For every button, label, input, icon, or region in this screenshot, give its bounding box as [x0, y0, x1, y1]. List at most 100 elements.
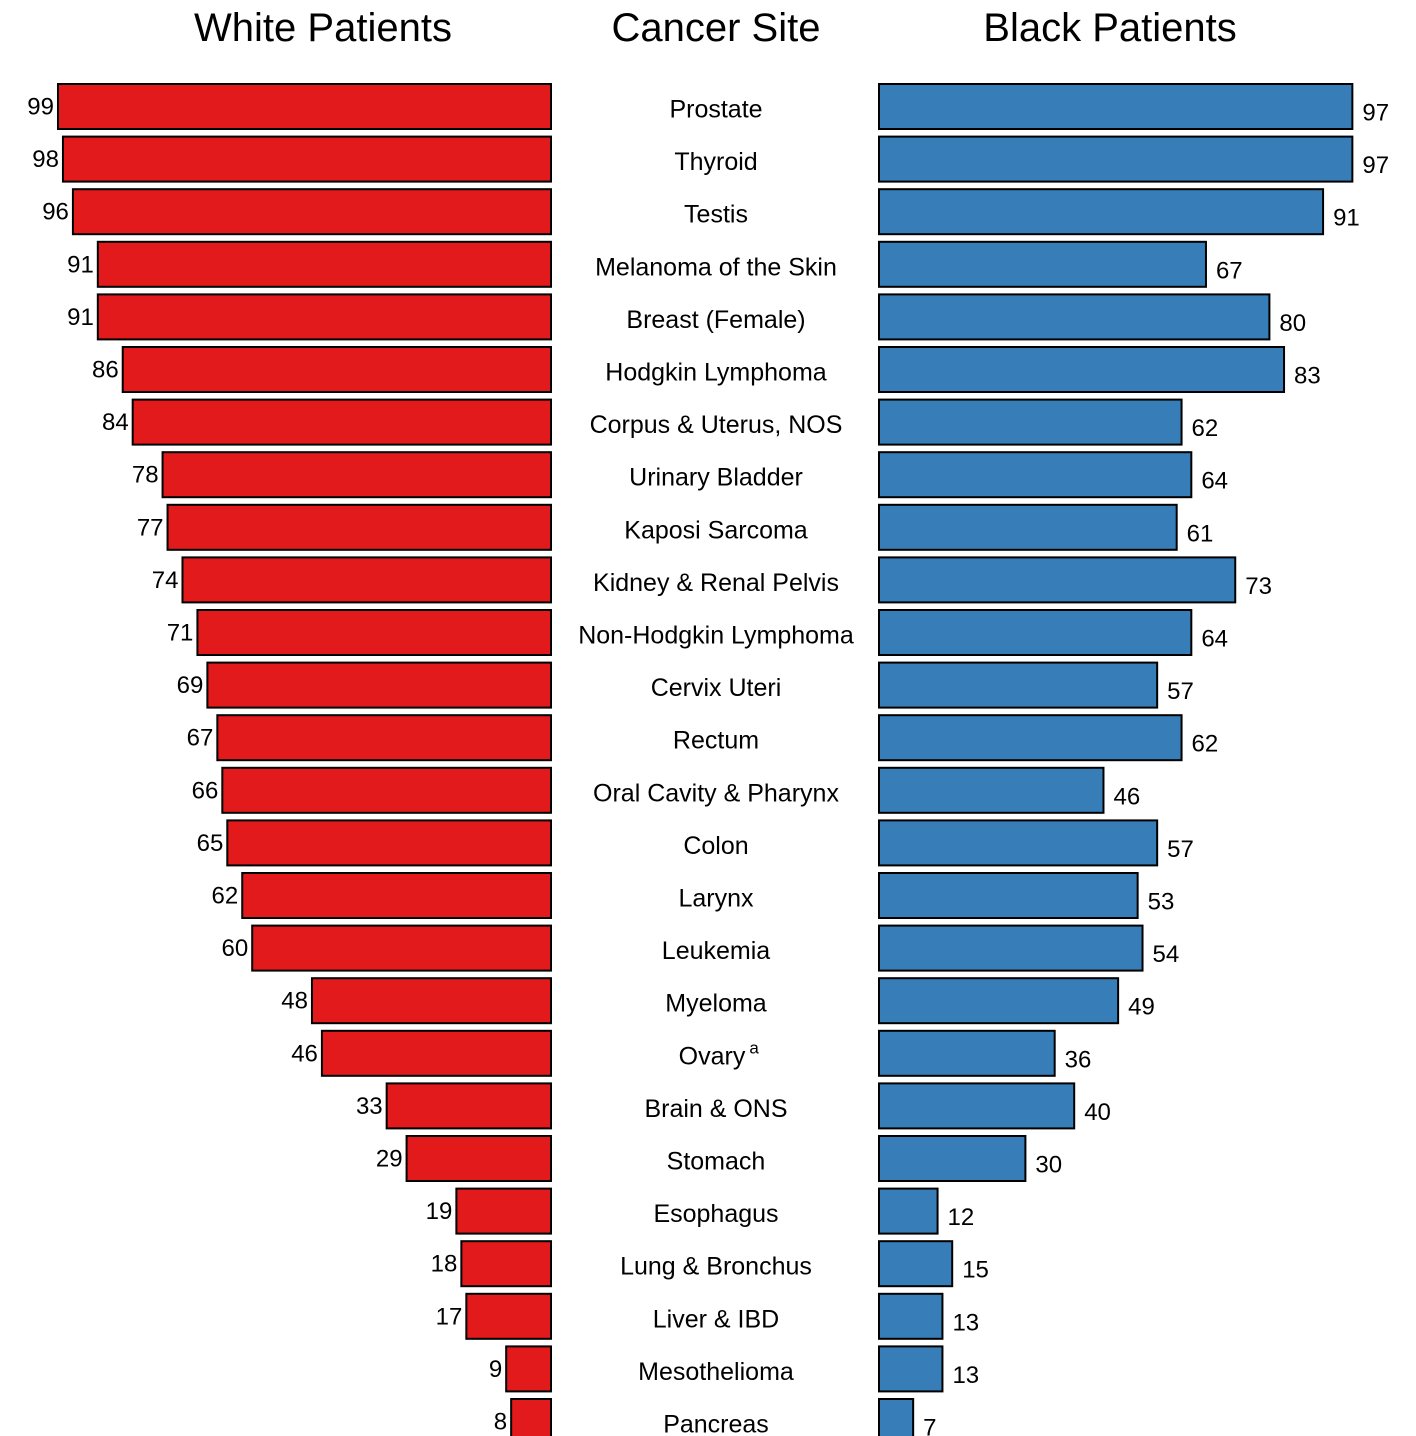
- white-value-label: 48: [281, 988, 308, 1015]
- black-value-label: 57: [1167, 678, 1194, 705]
- black-value-label: 13: [952, 1362, 979, 1389]
- black-bar: [878, 1240, 954, 1288]
- cancer-site-label: Myeloma: [665, 990, 767, 1018]
- black-value-label: 13: [952, 1309, 979, 1336]
- white-value-label: 19: [426, 1198, 453, 1225]
- cancer-site-label: Colon: [683, 832, 748, 860]
- white-value-label: 84: [102, 409, 129, 436]
- black-value-label: 91: [1333, 205, 1360, 232]
- white-bar: [121, 346, 552, 393]
- black-value-label: 64: [1201, 626, 1228, 653]
- white-bar: [181, 556, 552, 604]
- black-value-label: 7: [923, 1415, 936, 1436]
- black-value-label: 67: [1216, 257, 1243, 284]
- black-bar: [878, 924, 1144, 972]
- cancer-site-label: Non-Hodgkin Lymphoma: [578, 622, 854, 650]
- cancer-site-label: Oral Cavity & Pharynx: [593, 779, 839, 807]
- black-value-label: 61: [1187, 520, 1214, 547]
- black-value-label: 57: [1167, 836, 1194, 863]
- black-bar: [878, 556, 1237, 604]
- cancer-site-label: Mesothelioma: [638, 1358, 794, 1386]
- cancer-site-label: Pancreas: [663, 1411, 769, 1436]
- white-bar: [216, 714, 552, 762]
- cancer-site-label: Testis: [684, 201, 748, 229]
- black-bar: [878, 661, 1159, 709]
- black-bar: [878, 398, 1183, 446]
- black-bar: [878, 188, 1325, 236]
- cancer-site-label: Lung & Bronchus: [620, 1253, 812, 1281]
- white-bar: [320, 1029, 553, 1077]
- white-bar: [251, 924, 552, 972]
- cancer-site-label: Breast (Female): [626, 306, 805, 334]
- white-bar: [221, 766, 552, 814]
- white-bar: [460, 1240, 552, 1288]
- black-value-label: 46: [1113, 783, 1140, 810]
- black-bar: [878, 1135, 1027, 1182]
- black-value-label: 62: [1192, 731, 1219, 758]
- cancer-site-label: Thyroid: [674, 148, 757, 176]
- black-bar: [878, 83, 1354, 130]
- black-bar: [878, 977, 1120, 1025]
- white-value-label: 17: [436, 1303, 463, 1330]
- white-value-label: 91: [67, 251, 94, 278]
- cancer-site-footnote-mark: a: [749, 1038, 759, 1057]
- black-bar: [878, 240, 1207, 288]
- black-value-label: 64: [1201, 468, 1228, 495]
- cancer-site-label: Corpus & Uterus, NOS: [590, 411, 843, 439]
- white-bar: [71, 188, 552, 236]
- black-value-label: 80: [1279, 310, 1306, 337]
- black-value-label: 62: [1192, 415, 1219, 442]
- cancer-site-header: Cancer Site: [612, 6, 821, 50]
- white-bar: [310, 977, 552, 1025]
- white-bar: [96, 293, 552, 341]
- white-value-label: 60: [221, 935, 248, 962]
- cancer-site-label: Prostate: [669, 96, 762, 124]
- black-bar: [878, 1398, 915, 1436]
- black-value-label: 30: [1035, 1152, 1062, 1179]
- white-value-label: 62: [212, 883, 239, 910]
- white-value-label: 46: [291, 1040, 318, 1067]
- black-bar: [878, 451, 1193, 499]
- black-bar: [878, 819, 1159, 867]
- white-bar: [510, 1398, 553, 1436]
- white-bar: [96, 240, 552, 288]
- white-value-label: 77: [137, 514, 164, 541]
- white-value-label: 98: [32, 146, 59, 173]
- white-value-label: 69: [177, 672, 204, 699]
- black-value-label: 97: [1362, 152, 1389, 179]
- white-bar: [465, 1292, 552, 1340]
- black-bar: [878, 346, 1286, 393]
- white-value-label: 29: [376, 1146, 403, 1173]
- white-value-label: 33: [356, 1093, 383, 1120]
- black-value-label: 12: [948, 1204, 975, 1231]
- cancer-site-label: Hodgkin Lymphoma: [605, 359, 827, 387]
- black-value-label: 49: [1128, 994, 1155, 1021]
- black-patients-header: Black Patients: [983, 6, 1236, 50]
- black-bar: [878, 503, 1178, 551]
- cancer-site-label: Melanoma of the Skin: [595, 253, 837, 281]
- white-value-label: 78: [132, 462, 159, 489]
- cancer-site-label: Cervix Uteri: [651, 674, 782, 702]
- black-bar: [878, 1187, 939, 1235]
- white-bar: [61, 135, 553, 183]
- white-value-label: 67: [187, 725, 214, 752]
- cancer-site-label: Larynx: [678, 885, 754, 913]
- white-value-label: 71: [167, 620, 194, 647]
- white-value-label: 18: [431, 1251, 458, 1278]
- white-value-label: 8: [494, 1409, 507, 1436]
- cancer-site-label: Rectum: [673, 727, 759, 755]
- black-value-label: 36: [1065, 1046, 1092, 1073]
- white-bar: [56, 83, 552, 130]
- white-value-label: 99: [27, 94, 54, 121]
- black-bar: [878, 135, 1354, 183]
- white-value-label: 65: [197, 830, 224, 857]
- black-bar: [878, 714, 1183, 762]
- white-value-label: 91: [67, 304, 94, 331]
- cancer-site-label: Brain & ONS: [644, 1095, 787, 1123]
- white-bar: [505, 1345, 552, 1393]
- white-bar: [161, 451, 552, 499]
- cancer-site-label: Ovary: [679, 1042, 746, 1070]
- white-value-label: 66: [192, 777, 219, 804]
- white-bar: [405, 1135, 552, 1182]
